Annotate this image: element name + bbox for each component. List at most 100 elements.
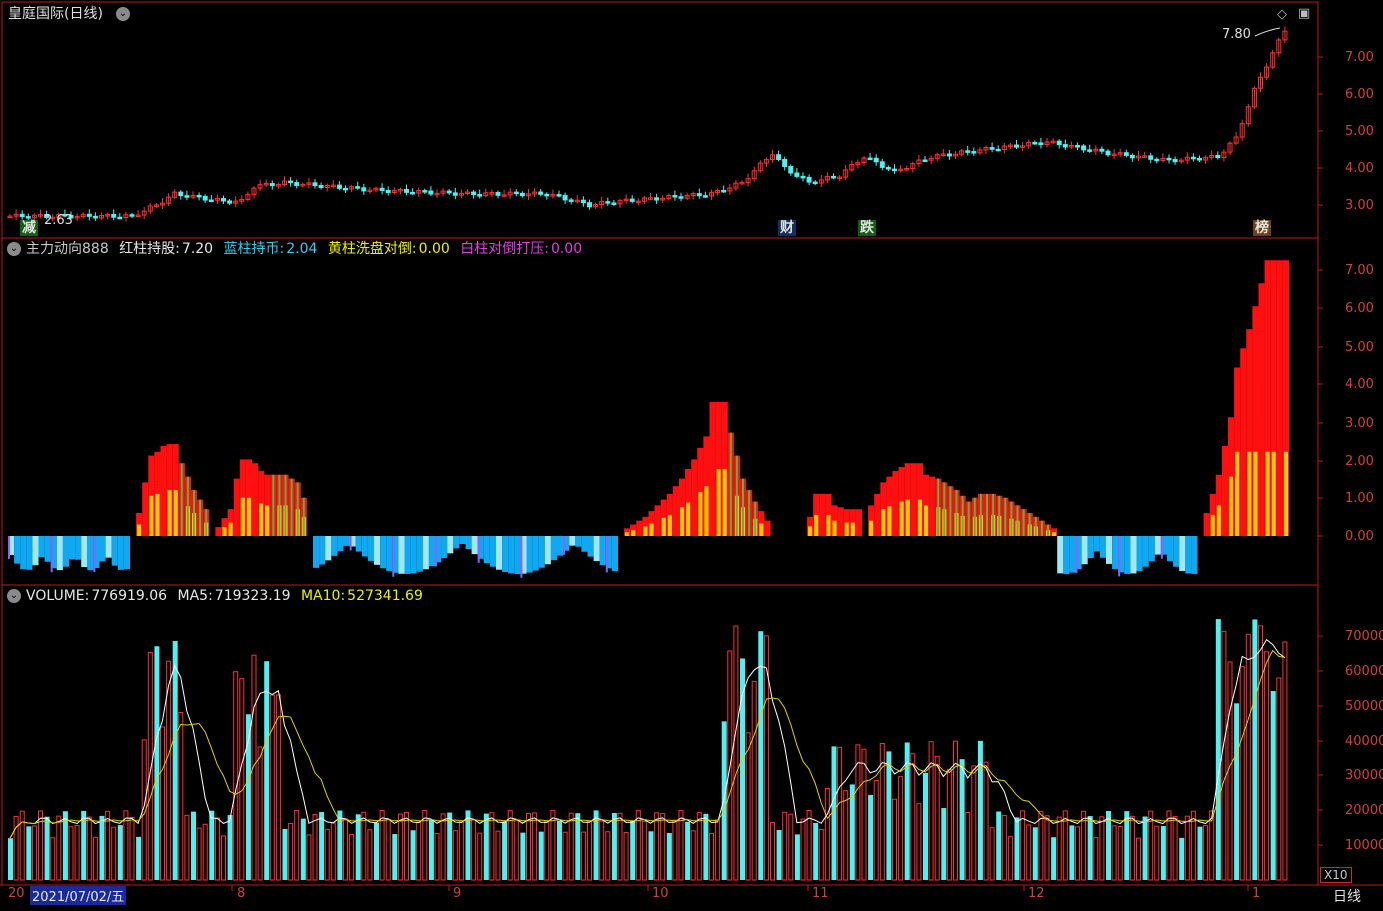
price-candle-body — [288, 180, 294, 184]
volume-bar-up — [1245, 633, 1251, 881]
volume-bar-up — [1166, 810, 1172, 881]
price-candle-body — [233, 200, 239, 204]
price-candle-body — [1007, 144, 1013, 148]
price-candle-body — [940, 153, 946, 156]
price-candle-body — [1282, 30, 1288, 41]
event-tag-die[interactable]: 跌 — [858, 220, 876, 236]
price-candle-body — [391, 189, 397, 193]
chevron-down-icon[interactable]: ⌄ — [116, 7, 130, 21]
price-candle-body — [1245, 106, 1251, 125]
indicator-blue-bar — [544, 536, 551, 565]
event-tag-cai[interactable]: 财 — [778, 220, 796, 236]
volume-bar-up — [837, 746, 843, 881]
price-candle-body — [147, 205, 153, 212]
volume-chevron-icon[interactable]: ⌄ — [7, 589, 21, 603]
indicator-yellow-bar — [631, 530, 636, 536]
volume-bar-down — [904, 742, 910, 880]
price-candle-body — [355, 186, 361, 189]
indicator-blue-bar — [416, 536, 423, 572]
price-candle-body — [1099, 148, 1105, 152]
volume-bar-up — [123, 810, 129, 881]
volume-bar-up — [855, 744, 861, 881]
indicator-name: 主力动向888 — [26, 241, 109, 257]
volume-bar-up — [788, 813, 794, 881]
volume-bar-up — [1001, 815, 1007, 881]
price-tick: 6.00 — [1345, 87, 1374, 102]
price-candle-body — [1136, 155, 1141, 159]
indicator-blue-bar — [75, 536, 82, 560]
price-candle-body — [873, 157, 879, 163]
volume-bar-down — [1069, 825, 1075, 880]
price-candle-body — [928, 157, 934, 161]
price-candle-body — [50, 216, 56, 220]
volume-bar-up — [1038, 810, 1044, 881]
indicator-blue-bar — [514, 536, 521, 574]
indicator-blue-bar — [563, 536, 570, 551]
volume-bar-down — [648, 831, 654, 880]
indicator-red-bar — [709, 401, 716, 536]
price-candle-body — [428, 190, 434, 195]
price-candle-body — [1111, 153, 1117, 157]
volume-bar-up — [214, 817, 220, 881]
volume-bar-up — [1081, 810, 1087, 881]
volume-tick: 20000 — [1345, 803, 1383, 818]
volume-bar-down — [758, 631, 764, 880]
volume-bar-down — [611, 812, 617, 880]
volume-ma10-line — [9, 649, 1285, 839]
indicator-yellow-bar — [228, 522, 233, 536]
volume-bar-down — [355, 814, 361, 880]
indicator-yellow-bar — [887, 506, 892, 536]
price-candle-body — [1270, 52, 1276, 68]
price-candle-body — [959, 150, 965, 155]
price-candle-body — [1081, 145, 1087, 151]
volume-bar-up — [513, 819, 519, 881]
price-candle-body — [373, 187, 379, 191]
indicator-yellow-bar — [869, 520, 874, 536]
volume-bar-up — [763, 635, 769, 881]
volume-bar-down — [630, 820, 636, 880]
indicator-purple-bar — [1160, 536, 1163, 559]
scale-x10-button[interactable]: X10 — [1320, 867, 1352, 883]
price-candle-body — [818, 179, 824, 184]
indicator-blue-bar — [1081, 536, 1088, 565]
volume-bar-up — [550, 809, 556, 881]
indicator-red-bar — [672, 486, 679, 536]
volume-bar-down — [538, 831, 544, 880]
diamond-icon[interactable]: ◇ — [1277, 7, 1287, 22]
indicator-blue-bar — [32, 536, 39, 566]
volume-bar-down — [886, 751, 892, 880]
indicator-yellow-bar — [1271, 451, 1276, 536]
volume-bar-down — [849, 784, 855, 880]
indicator-yellow-bar — [149, 495, 154, 536]
indicator-blue-bar — [1087, 536, 1094, 559]
high-price-arrow — [1254, 27, 1281, 37]
volume-bar-up — [818, 828, 824, 881]
indicator-yellow-bar — [259, 503, 264, 536]
price-candle-body — [1105, 150, 1111, 156]
event-tag-jian[interactable]: 减 — [20, 220, 38, 236]
event-tag-bang[interactable]: 榜 — [1253, 220, 1271, 236]
volume-bar-up — [532, 812, 538, 881]
period-label[interactable]: 日线 — [1333, 889, 1361, 905]
price-candle-body — [629, 198, 635, 202]
ma5-value: 719323.19 — [214, 588, 291, 604]
volume-ma5-line — [9, 638, 1286, 839]
window-icon[interactable]: ▣ — [1298, 6, 1311, 21]
price-candle-body — [1178, 159, 1184, 163]
indicator-chevron-icon[interactable]: ⌄ — [7, 242, 21, 256]
price-candle-body — [214, 198, 220, 201]
price-candle-body — [1075, 145, 1080, 148]
price-candle-body — [1062, 144, 1068, 148]
price-candle-body — [538, 191, 544, 195]
volume-bar-up — [892, 798, 897, 881]
indicator-yellow-bar — [899, 501, 904, 536]
price-candle-body — [1215, 154, 1221, 159]
price-candle-body — [446, 190, 452, 194]
price-candle-body — [501, 194, 507, 197]
volume-bar-down — [337, 810, 343, 880]
price-candle-body — [513, 191, 519, 195]
indicator-yellow-bar — [808, 526, 813, 536]
volume-bar-down — [996, 811, 1002, 880]
